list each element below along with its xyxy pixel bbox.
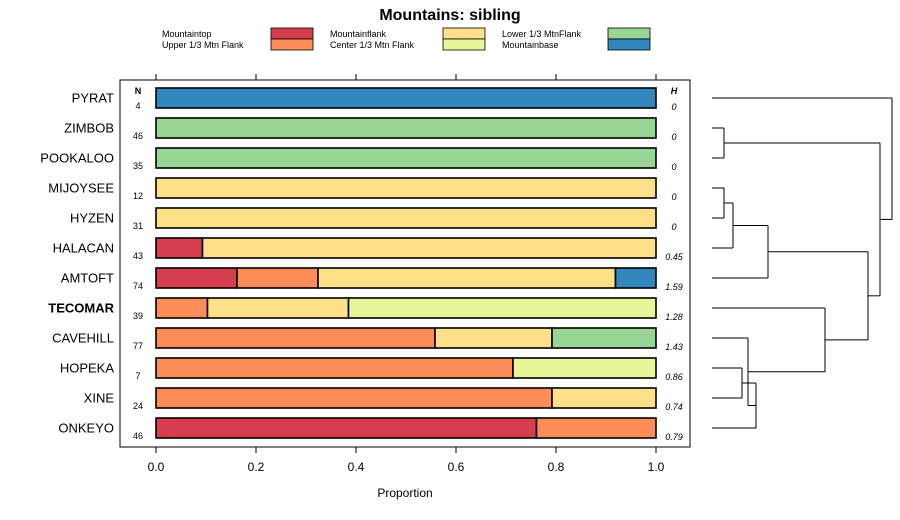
row-tecomar: TECOMAR 39 1.28 xyxy=(48,297,683,322)
legend-label-mountainbase: Mountainbase xyxy=(502,40,559,50)
row-label: POOKALOO xyxy=(40,151,114,166)
legend-label-lower-1-3-mtnflank: Lower 1/3 MtnFlank xyxy=(502,29,582,39)
row-h: 0 xyxy=(671,192,676,202)
row-n: 35 xyxy=(133,161,143,171)
x-axis-title: Proportion xyxy=(377,486,432,500)
row-n: 77 xyxy=(133,341,143,351)
bar-segment-mijoysee-mountainflank xyxy=(155,177,657,199)
legend-label-mountaintop: Mountaintop xyxy=(162,29,212,39)
row-label: XINE xyxy=(84,391,115,406)
bar-segment-zimbob-lower-1-3-mtnflank xyxy=(155,117,657,139)
n-header: N xyxy=(135,86,142,96)
row-n: 46 xyxy=(133,131,143,141)
row-h: 1.28 xyxy=(665,312,683,322)
row-label: MIJOYSEE xyxy=(48,181,114,196)
bar-segment-pyrat-mountainbase xyxy=(155,87,657,109)
bar-segment-amtoft-upper-1-3-mtn-flank xyxy=(236,267,319,289)
bar-segment-xine-upper-1-3-mtn-flank xyxy=(155,387,553,409)
legend-swatch-center-1-3-mtn-flank xyxy=(442,38,486,51)
row-label: CAVEHILL xyxy=(52,331,114,346)
legend-swatch-mountainbase xyxy=(607,38,651,51)
row-pookaloo: POOKALOO 35 0 xyxy=(40,147,677,172)
row-label: HOPEKA xyxy=(60,361,115,376)
plot-frame xyxy=(119,79,691,448)
row-n: 12 xyxy=(133,191,143,201)
row-amtoft: AMTOFT 74 1.59 xyxy=(61,267,683,292)
row-onkeyo: ONKEYO 46 0.79 xyxy=(58,417,683,442)
x-tick-label-2: 0.4 xyxy=(348,460,365,474)
bar-segment-onkeyo-upper-1-3-mtn-flank xyxy=(535,417,657,439)
legend-swatch-mountaintop xyxy=(270,27,314,40)
row-xine: XINE 24 0.74 xyxy=(84,387,683,412)
row-h: 0.74 xyxy=(665,402,683,412)
chart-title: Mountains: sibling xyxy=(379,7,520,24)
bar-segment-amtoft-mountainflank xyxy=(317,267,617,289)
bar-segment-hyzen-mountainflank xyxy=(155,207,657,229)
row-n: 31 xyxy=(133,221,143,231)
row-n: 46 xyxy=(133,431,143,441)
row-h: 0.79 xyxy=(665,432,683,442)
x-tick-label-1: 0.2 xyxy=(248,460,265,474)
legend-swatch-lower-1-3-mtnflank xyxy=(607,27,651,40)
legend-swatch-mountainflank xyxy=(442,27,486,40)
x-tick-label-3: 0.6 xyxy=(448,460,465,474)
row-cavehill: CAVEHILL 77 1.43 xyxy=(52,327,683,352)
bar-segment-amtoft-mountaintop xyxy=(155,267,238,289)
legend-swatch-upper-1-3-mtn-flank xyxy=(270,38,314,51)
bar-segment-tecomar-mountainflank xyxy=(206,297,350,319)
row-hopeka: HOPEKA 7 0.86 xyxy=(60,357,683,382)
row-halacan: HALACAN 43 0.45 xyxy=(53,237,684,262)
row-h: 0.86 xyxy=(665,372,683,382)
bar-segment-hopeka-center-1-3-mtn-flank xyxy=(512,357,657,379)
row-h: 0 xyxy=(671,222,676,232)
row-n: 4 xyxy=(135,101,140,111)
dendrogram xyxy=(712,97,893,429)
row-label: ONKEYO xyxy=(58,421,114,436)
bar-segment-cavehill-mountainflank xyxy=(434,327,553,349)
row-h: 0 xyxy=(671,102,676,112)
bar-segment-cavehill-lower-1-3-mtnflank xyxy=(551,327,657,349)
row-label: HYZEN xyxy=(70,211,114,226)
row-label: HALACAN xyxy=(53,241,114,256)
row-n: 74 xyxy=(133,281,143,291)
bar-segment-xine-mountainflank xyxy=(551,387,657,409)
bar-segment-halacan-mountainflank xyxy=(201,237,657,259)
bar-segment-pookaloo-lower-1-3-mtnflank xyxy=(155,147,657,169)
legend-label-mountainflank: Mountainflank xyxy=(330,29,387,39)
row-n: 43 xyxy=(133,251,143,261)
bar-segment-hopeka-upper-1-3-mtn-flank xyxy=(155,357,514,379)
bar-segment-halacan-mountaintop xyxy=(155,237,204,259)
row-label: TECOMAR xyxy=(48,301,114,316)
row-n: 39 xyxy=(133,311,143,321)
row-h: 0 xyxy=(671,162,676,172)
bar-segment-tecomar-center-1-3-mtn-flank xyxy=(347,297,657,319)
x-tick-label-4: 0.8 xyxy=(548,460,565,474)
row-pyrat: PYRAT 4 0 xyxy=(72,87,677,112)
row-label: PYRAT xyxy=(72,91,114,106)
bar-segment-amtoft-mountainbase xyxy=(614,267,657,289)
row-n: 7 xyxy=(135,371,140,381)
x-tick-label-5: 1.0 xyxy=(648,460,665,474)
bar-segment-tecomar-upper-1-3-mtn-flank xyxy=(155,297,209,319)
row-hyzen: HYZEN 31 0 xyxy=(70,207,677,232)
row-h: 1.43 xyxy=(665,342,683,352)
row-zimbob: ZIMBOB 46 0 xyxy=(64,117,677,142)
row-label: ZIMBOB xyxy=(64,121,114,136)
row-mijoysee: MIJOYSEE 12 0 xyxy=(48,177,677,202)
h-header: H xyxy=(671,86,678,96)
legend-label-upper-1-3-mtn-flank: Upper 1/3 Mtn Flank xyxy=(162,40,244,50)
legend-label-center-1-3-mtn-flank: Center 1/3 Mtn Flank xyxy=(330,40,415,50)
row-label: AMTOFT xyxy=(61,271,114,286)
row-h: 1.59 xyxy=(665,282,683,292)
x-tick-label-0: 0.0 xyxy=(148,460,165,474)
bar-segment-cavehill-upper-1-3-mtn-flank xyxy=(155,327,436,349)
row-h: 0.45 xyxy=(665,252,684,262)
bar-segment-onkeyo-mountaintop xyxy=(155,417,538,439)
row-h: 0 xyxy=(671,132,676,142)
x-axis: 0.0 0.2 0.4 0.6 0.8 1.0 xyxy=(148,74,665,474)
row-n: 24 xyxy=(133,401,143,411)
